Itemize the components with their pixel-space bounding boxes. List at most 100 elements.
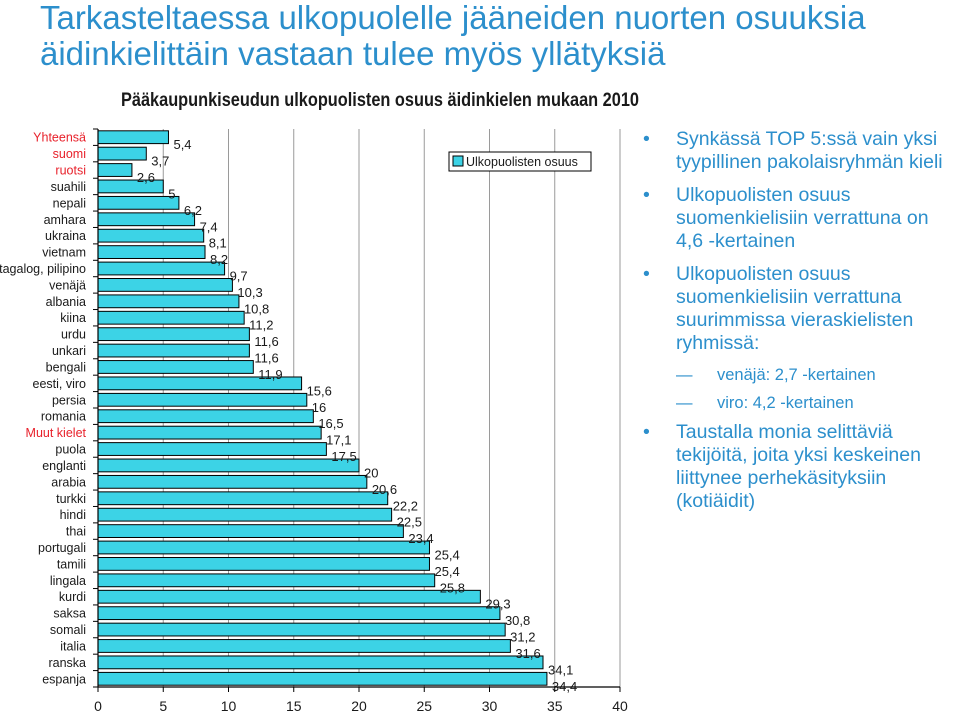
- bullet-dot-icon: •: [643, 263, 650, 285]
- value-label: 11,6: [254, 351, 278, 366]
- value-label: 25,8: [440, 580, 465, 595]
- value-label: 17,5: [331, 449, 356, 464]
- category-label: espanja: [42, 672, 86, 686]
- x-tick-label: 15: [286, 698, 302, 714]
- value-label: 25,4: [434, 564, 459, 579]
- bullet-text: viro: 4,2 -kertainen: [717, 394, 854, 412]
- bar: [97, 360, 254, 374]
- bar: [97, 146, 147, 161]
- category-label: kurdi: [59, 590, 86, 604]
- category-labels: Yhteensä suomi ruotsi suahili nepali amhara uk…: [0, 131, 87, 687]
- category-label: vietnam: [42, 246, 86, 260]
- bullet-text: Ulkopuolisten osuus suomenkielisiin verr…: [676, 263, 914, 354]
- bullet-text: Synkässä TOP 5:ssä vain yksi tyypillinen…: [676, 128, 943, 173]
- value-label: 16,5: [318, 416, 343, 431]
- bar: [97, 507, 393, 522]
- x-tick-label: 20: [351, 698, 367, 714]
- category-label: tamili: [57, 557, 86, 571]
- value-label: 5,4: [173, 137, 191, 152]
- bullet-dot-icon: •: [643, 421, 650, 443]
- bar: [97, 310, 245, 325]
- bullet-item: • Synkässä TOP 5:ssä vain yksi tyypilline…: [643, 128, 958, 174]
- value-label: 11,2: [249, 318, 273, 333]
- bar: [97, 606, 501, 621]
- sub-bullet-item: — venäjä: 2,7 -kertainen: [643, 365, 958, 385]
- value-label: 11,6: [254, 334, 278, 349]
- category-label: tagalog, pilipino: [0, 262, 86, 276]
- value-label: 11,9: [258, 367, 282, 382]
- value-label: 20,6: [372, 482, 397, 497]
- bar: [97, 425, 322, 440]
- value-label: 25,4: [434, 548, 459, 563]
- value-label: 6,2: [184, 203, 202, 218]
- bar: [97, 130, 169, 145]
- bar: [97, 655, 544, 670]
- bar: [97, 212, 196, 227]
- legend-label: Ulkopuolisten osuus: [466, 155, 578, 169]
- bar: [97, 163, 133, 177]
- value-label: 30,8: [505, 613, 530, 628]
- category-label: persia: [52, 393, 86, 407]
- value-label: 5: [168, 186, 175, 201]
- value-label: 29,3: [485, 597, 510, 612]
- bar: [97, 409, 314, 424]
- x-tick-label: 35: [547, 698, 563, 714]
- x-tick-label: 25: [416, 698, 432, 714]
- bar: [97, 261, 226, 276]
- value-label: 34,4: [552, 679, 577, 694]
- value-label: 17,1: [326, 433, 351, 448]
- bar: [97, 474, 368, 489]
- sub-bullet-item: — viro: 4,2 -kertainen: [643, 393, 958, 413]
- bar: [97, 278, 233, 292]
- bullet-dot-icon: •: [643, 128, 650, 150]
- x-tick-label: 5: [159, 698, 167, 714]
- category-label: amhara: [44, 213, 86, 227]
- category-label: venäjä: [49, 278, 86, 292]
- category-label: somali: [50, 623, 86, 637]
- category-label: ruotsi: [55, 164, 86, 178]
- x-tick-label: 30: [482, 698, 498, 714]
- category-label: turkki: [56, 492, 86, 506]
- category-label: nepali: [53, 196, 86, 210]
- bar: [97, 458, 360, 473]
- value-label: 15,6: [307, 383, 332, 398]
- x-tick-labels: 0 5 10 15 20 25 30 35 40: [94, 698, 628, 714]
- value-label: 16: [312, 400, 326, 415]
- bullet-text: Taustalla monia selittäviä tekijöitä, jo…: [676, 421, 921, 512]
- category-label: urdu: [61, 328, 86, 342]
- value-label: 9,7: [230, 269, 248, 284]
- bar: [97, 589, 481, 604]
- category-label: italia: [60, 639, 86, 653]
- category-label: Muut kielet: [26, 426, 87, 440]
- bar: [97, 343, 250, 358]
- legend-box: [448, 151, 592, 172]
- value-label: 10,8: [244, 301, 269, 316]
- chart-axes: [93, 128, 621, 692]
- chart-bars: [97, 130, 548, 686]
- value-label: 20: [364, 465, 378, 480]
- x-tick-label: 0: [94, 698, 102, 714]
- bullet-text: venäjä: 2,7 -kertainen: [717, 366, 876, 384]
- category-label: lingala: [50, 574, 86, 588]
- value-label: 31,6: [515, 646, 540, 661]
- category-label: bengali: [46, 360, 86, 374]
- bar: [97, 195, 180, 210]
- bar: [97, 327, 250, 342]
- value-label: 8,1: [209, 236, 227, 251]
- chart-legend: Ulkopuolisten osuus: [448, 151, 592, 172]
- bar: [97, 540, 430, 555]
- bar: [97, 671, 548, 686]
- category-label: ranska: [48, 656, 86, 670]
- value-label: 31,2: [510, 630, 535, 645]
- bar: [97, 442, 327, 456]
- dash-icon: —: [676, 366, 693, 384]
- category-label: Yhteensä: [33, 131, 86, 145]
- category-label: puola: [55, 443, 86, 457]
- value-label: 8,2: [210, 252, 228, 267]
- bar: [97, 557, 430, 571]
- bullet-item: • Ulkopuolisten osuus suomenkielisiin ver…: [643, 184, 958, 253]
- legend-swatch: [452, 155, 464, 167]
- value-label: 22,5: [397, 515, 422, 530]
- category-label: ukraina: [45, 229, 86, 243]
